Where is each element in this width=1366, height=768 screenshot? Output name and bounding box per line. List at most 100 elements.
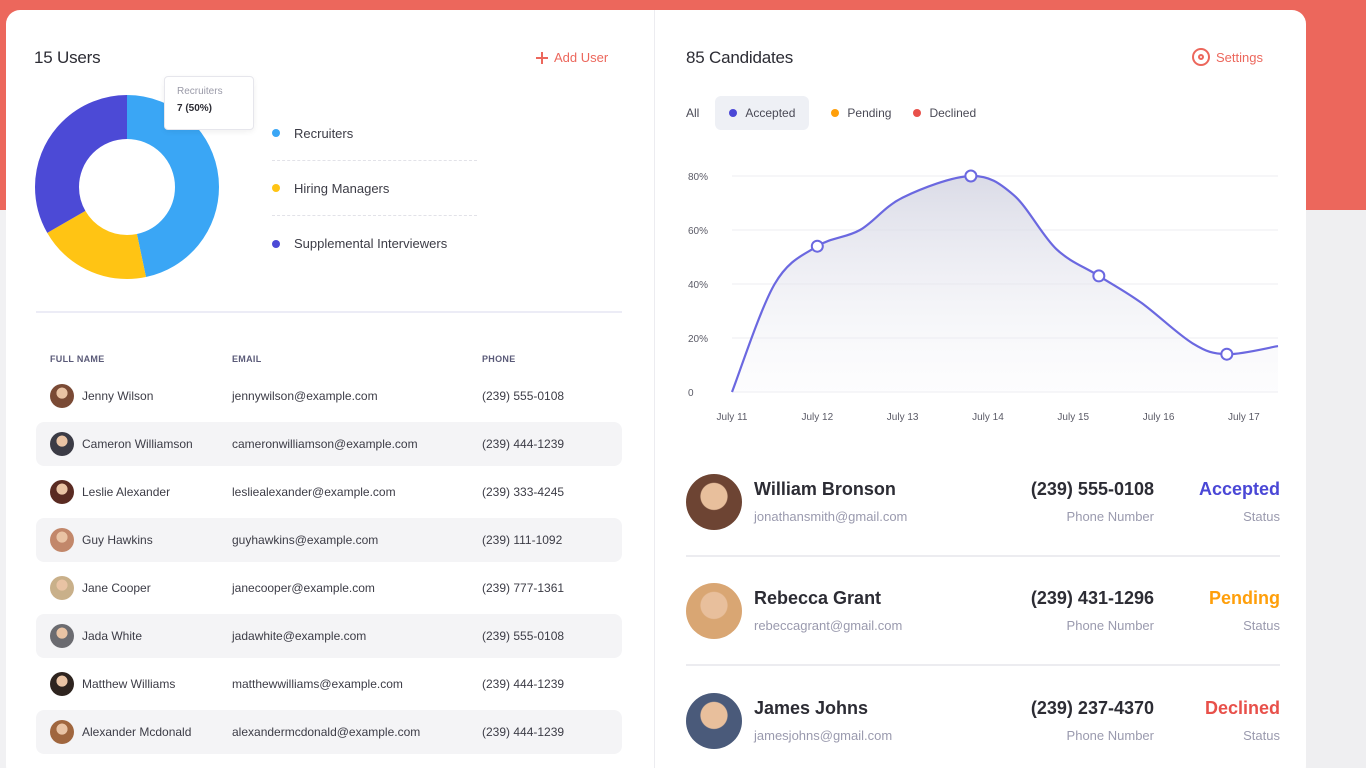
candidate-row[interactable]: William Bronson jonathansmith@gmail.com (2… — [686, 448, 1280, 557]
legend-item[interactable]: Recruiters — [272, 106, 477, 161]
legend-item[interactable]: Supplemental Interviewers — [272, 216, 477, 271]
candidate-phone: (239) 431-1296 Phone Number — [974, 588, 1154, 633]
candidates-chart: 0 20% 40% 60% 80% July 11 July 12 July 13 July 1… — [688, 169, 1279, 423]
table-row[interactable]: Leslie Alexander lesliealexander@example.… — [36, 470, 622, 514]
donut-slice-hiring-managers[interactable] — [35, 95, 219, 279]
x-tick-label: July 12 — [801, 412, 833, 423]
avatar — [50, 480, 74, 504]
user-name: Alexander Mcdonald — [82, 725, 192, 739]
status-label: Status — [1243, 509, 1280, 524]
user-phone: (239) 555-0108 — [482, 389, 565, 403]
user-email: cameronwilliamson@example.com — [232, 437, 418, 451]
cell-name: Jada White — [36, 624, 232, 648]
candidates-title: 85 Candidates — [686, 48, 794, 67]
user-name: Matthew Williams — [82, 677, 176, 691]
candidate-name: William Bronson — [754, 479, 896, 499]
filter-accepted[interactable]: Accepted — [715, 96, 810, 130]
user-phone: (239) 111-1092 — [482, 533, 563, 547]
user-phone: (239) 444-1239 — [482, 677, 565, 691]
filter-label: Accepted — [745, 106, 796, 120]
legend-dot — [272, 129, 280, 137]
header-full-name[interactable]: Full Name — [50, 354, 105, 364]
cell-name: Alexander Mcdonald — [36, 720, 232, 744]
users-donut-chart[interactable] — [34, 94, 220, 280]
candidate-row[interactable]: James Johns jamesjohns@gmail.com (239) 237… — [686, 666, 1280, 768]
phone-value: (239) 431-1296 — [1030, 588, 1154, 608]
avatar — [50, 432, 74, 456]
table-row[interactable]: Jane Cooper janecooper@example.com (239) 7… — [36, 566, 622, 610]
data-point[interactable] — [964, 169, 978, 183]
user-email: guyhawkins@example.com — [232, 533, 379, 547]
table-row[interactable]: Cameron Williamson cameronwilliamson@exam… — [36, 422, 622, 466]
plus-icon — [536, 51, 548, 64]
legend-item[interactable]: Hiring Managers — [272, 161, 477, 216]
filter-pending[interactable]: Pending — [831, 96, 891, 130]
table-row[interactable]: Jenny Wilson jennywilson@example.com (239)… — [36, 374, 622, 418]
candidate-status: Accepted Status — [1154, 479, 1280, 524]
header-phone[interactable]: Phone — [482, 354, 516, 364]
legend-label: Supplemental Interviewers — [294, 236, 448, 251]
status-label: Status — [1243, 618, 1280, 633]
data-point[interactable] — [810, 239, 824, 253]
tooltip-label: Recruiters — [177, 86, 223, 97]
filter-label: Pending — [847, 106, 892, 120]
data-point[interactable] — [1092, 269, 1106, 283]
filter-all[interactable]: All — [686, 96, 699, 130]
y-tick-label: 60% — [688, 226, 708, 237]
donut-tooltip: Recruiters 7 (50%) — [164, 76, 254, 130]
user-email: alexandermcdonald@example.com — [232, 725, 421, 739]
candidate-row[interactable]: Rebecca Grant rebeccagrant@gmail.com (239)… — [686, 557, 1280, 666]
avatar — [50, 528, 74, 552]
donut-slice-supplemental-interviewers[interactable] — [35, 95, 219, 279]
phone-label: Phone Number — [1066, 618, 1154, 633]
avatar — [50, 624, 74, 648]
candidate-avatar — [686, 692, 742, 749]
status-dot — [831, 109, 840, 117]
add-user-button[interactable]: Add User — [536, 50, 608, 65]
filter-label: Declined — [929, 106, 977, 120]
data-point[interactable] — [1220, 347, 1234, 361]
candidate-name: Rebecca Grant — [754, 588, 882, 608]
user-email: jennywilson@example.com — [232, 389, 378, 403]
users-title: 15 Users — [34, 48, 101, 67]
header-email[interactable]: Email — [232, 354, 262, 364]
user-email: janecooper@example.com — [232, 581, 375, 595]
candidate-email[interactable]: rebeccagrant@gmail.com — [754, 618, 903, 633]
settings-button[interactable]: Settings — [1192, 48, 1263, 66]
phone-value: (239) 237-4370 — [1030, 698, 1154, 718]
avatar — [50, 576, 74, 600]
tooltip-value: 7 (50%) — [177, 103, 213, 114]
legend-label: Hiring Managers — [294, 180, 390, 196]
avatar — [50, 384, 74, 408]
dashboard-card: 15 Users Add User Recruiters 7 (50%) Rec… — [6, 10, 1306, 768]
candidate-email[interactable]: jamesjohns@gmail.com — [754, 728, 893, 743]
gear-icon — [1192, 48, 1210, 66]
cell-name: Cameron Williamson — [36, 432, 232, 456]
status-value: Accepted — [1198, 479, 1280, 499]
table-body: Jenny Wilson jennywilson@example.com (239)… — [36, 374, 622, 754]
table-row[interactable]: Jada White jadawhite@example.com (239) 555… — [36, 614, 622, 658]
filter-declined[interactable]: Declined — [913, 96, 976, 130]
candidate-identity: William Bronson jonathansmith@gmail.com — [754, 479, 974, 524]
y-tick-label: 80% — [688, 172, 708, 183]
table-row[interactable]: Alexander Mcdonald alexandermcdonald@exam… — [36, 710, 622, 754]
y-tick-label: 0 — [688, 388, 694, 399]
candidate-identity: James Johns jamesjohns@gmail.com — [754, 698, 974, 743]
x-tick-label: July 15 — [1057, 412, 1089, 423]
avatar — [50, 720, 74, 744]
user-name: Jada White — [82, 629, 143, 643]
y-tick-label: 40% — [688, 280, 708, 291]
user-phone: (239) 444-1239 — [482, 437, 565, 451]
candidate-email[interactable]: jonathansmith@gmail.com — [754, 509, 908, 524]
page-background — [1306, 210, 1366, 768]
table-row[interactable]: Guy Hawkins guyhawkins@example.com (239) 1… — [36, 518, 622, 562]
status-value: Declined — [1204, 698, 1280, 718]
candidate-name: James Johns — [754, 698, 869, 718]
status-value: Pending — [1209, 588, 1280, 608]
candidate-status: Pending Status — [1154, 588, 1280, 633]
status-dot — [729, 109, 738, 117]
candidate-phone: (239) 555-0108 Phone Number — [974, 479, 1154, 524]
table-row[interactable]: Matthew Williams matthewwilliams@example.… — [36, 662, 622, 706]
user-name: Jane Cooper — [82, 581, 151, 595]
legend-label: Recruiters — [294, 125, 354, 141]
